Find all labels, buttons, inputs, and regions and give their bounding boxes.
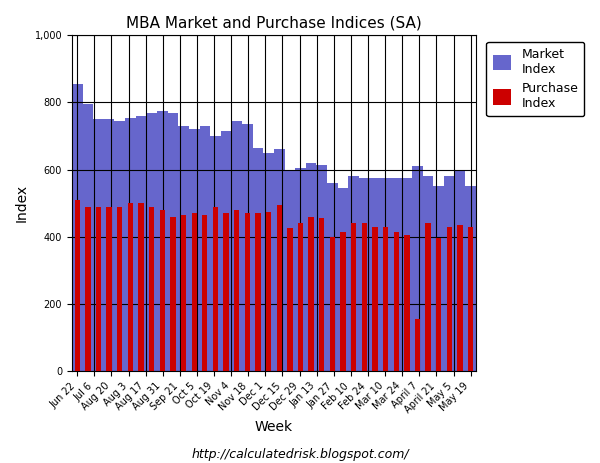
Bar: [234, 210, 239, 371]
Bar: [415, 319, 420, 371]
Bar: [338, 188, 349, 371]
Bar: [191, 213, 197, 371]
Bar: [277, 205, 282, 371]
Bar: [468, 227, 473, 371]
Bar: [72, 84, 83, 371]
Bar: [351, 223, 356, 371]
Bar: [96, 206, 101, 371]
Bar: [316, 164, 327, 371]
Bar: [160, 210, 165, 371]
Bar: [146, 113, 157, 371]
Legend: Market
Index, Purchase
Index: Market Index, Purchase Index: [486, 42, 584, 116]
Bar: [213, 206, 218, 371]
Bar: [117, 206, 122, 371]
Y-axis label: Index: Index: [15, 184, 29, 222]
Bar: [202, 215, 208, 371]
Bar: [394, 232, 399, 371]
Bar: [372, 227, 377, 371]
Bar: [245, 213, 250, 371]
Bar: [359, 178, 370, 371]
Bar: [306, 163, 316, 371]
Bar: [380, 178, 391, 371]
Bar: [223, 213, 229, 371]
Bar: [93, 119, 104, 371]
Bar: [436, 238, 442, 371]
Bar: [221, 131, 232, 371]
Bar: [423, 176, 433, 371]
Bar: [263, 153, 274, 371]
Bar: [327, 183, 338, 371]
Bar: [412, 166, 423, 371]
Bar: [391, 178, 401, 371]
Bar: [157, 111, 167, 371]
Bar: [106, 206, 112, 371]
Text: http://calculatedrisk.blogspot.com/: http://calculatedrisk.blogspot.com/: [191, 448, 409, 461]
Bar: [181, 215, 186, 371]
Bar: [104, 119, 115, 371]
Bar: [425, 223, 431, 371]
Bar: [330, 237, 335, 371]
Bar: [404, 235, 410, 371]
Bar: [128, 203, 133, 371]
Bar: [370, 178, 380, 371]
Bar: [232, 121, 242, 371]
Bar: [189, 129, 200, 371]
Bar: [178, 126, 189, 371]
Bar: [383, 227, 388, 371]
Bar: [242, 124, 253, 371]
Title: MBA Market and Purchase Indices (SA): MBA Market and Purchase Indices (SA): [126, 15, 422, 30]
Bar: [433, 187, 444, 371]
Bar: [139, 203, 143, 371]
Bar: [298, 223, 303, 371]
Bar: [308, 217, 314, 371]
Bar: [115, 121, 125, 371]
Bar: [287, 228, 293, 371]
Bar: [85, 206, 91, 371]
Bar: [284, 169, 295, 371]
Bar: [349, 176, 359, 371]
Bar: [401, 178, 412, 371]
Bar: [466, 187, 476, 371]
Bar: [253, 148, 263, 371]
Bar: [149, 206, 154, 371]
Bar: [340, 232, 346, 371]
Bar: [125, 118, 136, 371]
Bar: [167, 113, 178, 371]
Bar: [274, 150, 284, 371]
Bar: [362, 223, 367, 371]
Bar: [74, 200, 80, 371]
Bar: [444, 176, 455, 371]
Bar: [295, 168, 306, 371]
Bar: [200, 126, 210, 371]
Bar: [83, 104, 93, 371]
Bar: [319, 218, 325, 371]
Bar: [447, 227, 452, 371]
Bar: [170, 217, 176, 371]
Bar: [457, 225, 463, 371]
Bar: [136, 116, 146, 371]
Bar: [266, 212, 271, 371]
X-axis label: Week: Week: [255, 420, 293, 434]
Bar: [455, 169, 466, 371]
Bar: [210, 136, 221, 371]
Bar: [256, 213, 260, 371]
